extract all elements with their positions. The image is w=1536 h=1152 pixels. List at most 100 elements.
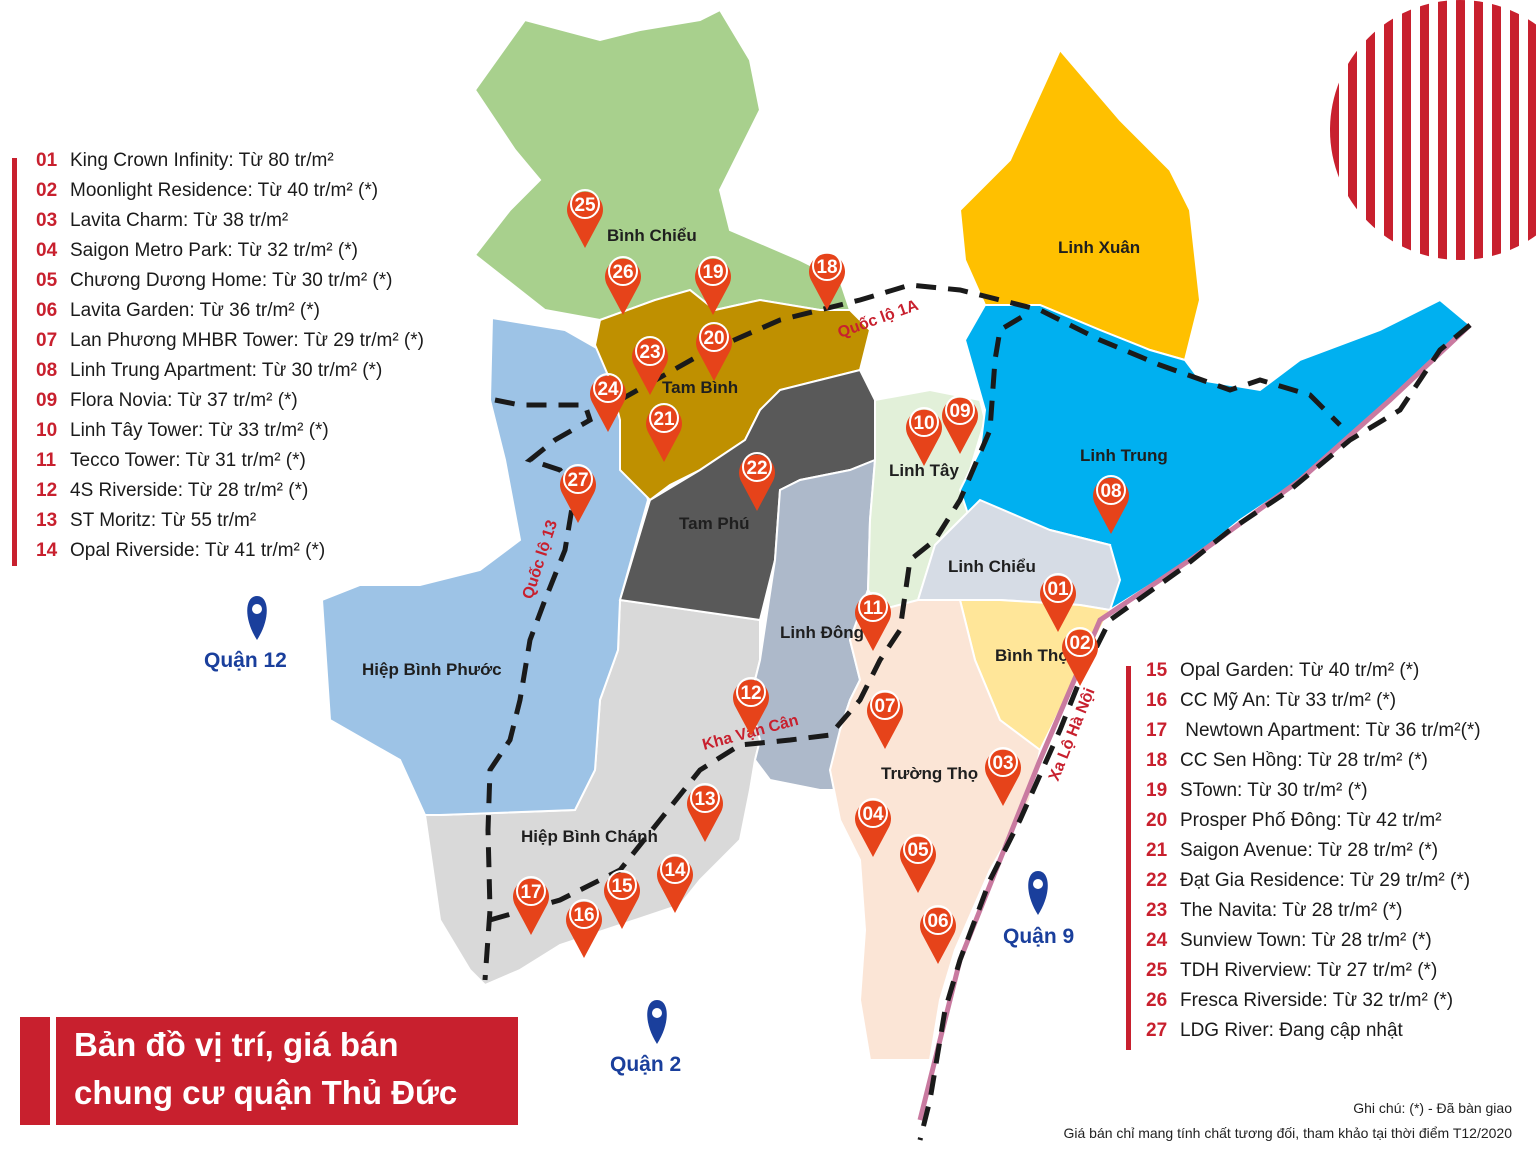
legend-item-01: 01 King Crown Infinity: Từ 80 tr/m² [36, 150, 334, 172]
pin-number: 27 [567, 470, 588, 491]
legend-item-text: 4S Riverside: Từ 28 tr/m² (*) [70, 480, 309, 501]
map-title: Bản đồ vị trí, giá bán chung cư quận Thủ… [56, 1017, 518, 1125]
project-pin-19[interactable]: 19 [695, 256, 731, 315]
district-label-truong-tho: Trường Thọ [881, 764, 978, 783]
project-pin-26[interactable]: 26 [605, 256, 641, 315]
legend-item-text: Tecco Tower: Từ 31 tr/m² (*) [70, 450, 306, 471]
project-pin-02[interactable]: 02 [1062, 627, 1098, 686]
pin-number: 15 [611, 876, 633, 897]
project-pin-03[interactable]: 03 [985, 747, 1021, 806]
pin-ring [742, 452, 772, 482]
project-pins: 01 02 03 04 05 06 07 08 09 10 11 12 13 14 15 16 17 18 19 20… [513, 189, 1129, 964]
district-label-tam-binh: Tam Bình [662, 378, 738, 397]
map-title-line-2: chung cư quận Thủ Đức [74, 1074, 458, 1111]
project-pin-01[interactable]: 01 [1040, 573, 1076, 632]
legend-item-number: 24 [1146, 930, 1168, 951]
map-marker-icon [513, 878, 549, 935]
project-pin-22[interactable]: 22 [739, 452, 775, 511]
project-pin-17[interactable]: 17 [513, 876, 549, 935]
pin-number: 04 [862, 804, 884, 825]
project-pin-12[interactable]: 12 [733, 677, 769, 736]
project-pin-25[interactable]: 25 [567, 189, 603, 248]
project-pin-09[interactable]: 09 [942, 395, 978, 454]
pin-ring [607, 870, 637, 900]
district-label-linh-xuan: Linh Xuân [1058, 238, 1140, 257]
legend-item-number: 04 [36, 240, 58, 261]
quoc-lo-13-road [482, 397, 594, 981]
map-marker-icon [567, 191, 603, 248]
road-network [482, 282, 1472, 1141]
project-pin-21[interactable]: 21 [646, 403, 682, 462]
decorative-stripe [1366, 0, 1375, 260]
pin-ring [736, 677, 766, 707]
legend-item-04: 04 Saigon Metro Park: Từ 32 tr/m² (*) [36, 240, 358, 262]
legend-item-21: 21 Saigon Avenue: Từ 28 tr/m² (*) [1146, 840, 1438, 862]
pin-ring [593, 373, 623, 403]
pin-number: 08 [1100, 481, 1121, 502]
project-pin-14[interactable]: 14 [657, 854, 693, 913]
district-label-tam-phu: Tam Phú [679, 514, 750, 533]
project-pin-06[interactable]: 06 [920, 905, 956, 964]
legend-item-number: 18 [1146, 750, 1168, 771]
legend-item-number: 12 [36, 480, 58, 501]
legend-item-number: 25 [1146, 960, 1168, 981]
legend-item-number: 13 [36, 510, 58, 531]
legend-item-number: 11 [36, 450, 57, 471]
legend-item-17: 17 Newtown Apartment: Từ 36 tr/m²(*) [1146, 720, 1481, 742]
map-marker-icon [855, 594, 891, 651]
legend-item-text: Flora Novia: Từ 37 tr/m² (*) [70, 390, 298, 411]
pin-number: 26 [612, 262, 633, 283]
project-pin-08[interactable]: 08 [1093, 475, 1129, 534]
pin-number: 16 [573, 905, 594, 926]
legend-item-number: 08 [36, 360, 58, 381]
project-pin-24[interactable]: 24 [590, 373, 626, 432]
project-pin-10[interactable]: 10 [906, 407, 942, 466]
legend-item-text: TDH Riverview: Từ 27 tr/m² (*) [1180, 960, 1438, 981]
project-pin-18[interactable]: 18 [809, 251, 845, 310]
project-pin-05[interactable]: 05 [900, 834, 936, 893]
pin-ring [903, 834, 933, 864]
project-pin-20[interactable]: 20 [696, 322, 732, 381]
pin-number: 12 [740, 683, 761, 704]
decorative-stripe [1330, 0, 1339, 260]
pin-number: 01 [1047, 579, 1069, 600]
pin-number: 11 [863, 598, 884, 619]
map-marker-icon [1093, 477, 1129, 534]
district-label-binh-tho: Bình Thọ [995, 646, 1069, 665]
project-pin-04[interactable]: 04 [855, 798, 891, 857]
legend-item-text: Fresca Riverside: Từ 32 tr/m² (*) [1180, 990, 1454, 1011]
pin-number: 10 [913, 413, 934, 434]
project-pin-27[interactable]: 27 [560, 464, 596, 523]
legend-item-number: 06 [36, 300, 58, 321]
decorative-stripe [1528, 0, 1536, 260]
pin-ring [635, 336, 665, 366]
project-pin-16[interactable]: 16 [566, 899, 602, 958]
decorative-stripe [1402, 0, 1411, 260]
legend-item-number: 14 [36, 540, 58, 561]
district-label-hiep-binh-chanh: Hiệp Bình Chánh [521, 827, 658, 846]
legend-item-number: 26 [1146, 990, 1168, 1011]
district-label-linh-chieu: Linh Chiểu [948, 557, 1036, 576]
legend-item-23: 23 The Navita: Từ 28 tr/m² (*) [1146, 900, 1402, 922]
legend-item-number: 16 [1146, 690, 1168, 711]
legend-item-text: Lavita Garden: Từ 36 tr/m² (*) [70, 300, 320, 321]
project-pin-11[interactable]: 11 [855, 592, 891, 651]
legend-item-12: 12 4S Riverside: Từ 28 tr/m² (*) [36, 480, 308, 502]
legend-item-text: Chương Dương Home: Từ 30 tr/m² (*) [70, 270, 393, 291]
legend-item-text: Prosper Phố Đông: Từ 42 tr/m² [1180, 810, 1442, 831]
legend-item-19: 19 STown: Từ 30 tr/m² (*) [1146, 780, 1368, 802]
map-marker-icon [1062, 629, 1098, 686]
pin-ring [945, 395, 975, 425]
pin-ring [812, 251, 842, 281]
legend-accent-bar [1126, 666, 1131, 1050]
map-marker-icon [906, 409, 942, 466]
project-pin-15[interactable]: 15 [604, 870, 640, 929]
project-pin-07[interactable]: 07 [867, 690, 903, 749]
project-pin-13[interactable]: 13 [687, 783, 723, 842]
decorative-stripe [1510, 0, 1519, 260]
map-marker-icon [590, 375, 626, 432]
legend-item-text: LDG River: Đang cập nhật [1180, 1020, 1403, 1041]
project-pin-23[interactable]: 23 [632, 336, 668, 395]
legend-item-text: Saigon Avenue: Từ 28 tr/m² (*) [1180, 840, 1439, 861]
